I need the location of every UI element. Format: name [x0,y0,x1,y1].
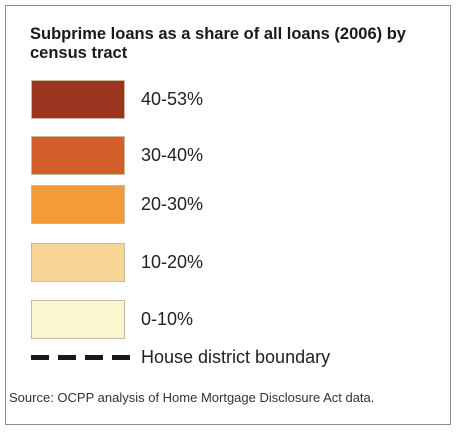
legend-item-house-district-boundary: House district boundary [31,345,431,371]
dashed-line-icon [31,355,131,361]
legend-item-10-20: 10-20% [31,243,431,282]
legend-item-label: 20-30% [141,194,204,214]
source-note: Source: OCPP analysis of Home Mortgage D… [9,390,375,405]
legend-item-20-30: 20-30% [31,185,431,224]
color-swatch [31,80,125,119]
legend-item-label: 30-40% [141,145,204,165]
legend-title: Subprime loans as a share of all loans (… [30,25,406,62]
boundary-label: House district boundary [141,347,331,367]
color-swatch [31,136,125,175]
legend-item-label: 0-10% [141,309,194,329]
legend-panel: Subprime loans as a share of all loans (… [5,5,451,425]
legend-item-label: 40-53% [141,89,204,109]
color-swatch [31,185,125,224]
legend-item-40-53: 40-53% [31,80,431,119]
legend-item-30-40: 30-40% [31,136,431,175]
color-swatch [31,300,125,339]
color-swatch [31,243,125,282]
legend-item-0-10: 0-10% [31,300,431,339]
legend-item-label: 10-20% [141,252,204,272]
